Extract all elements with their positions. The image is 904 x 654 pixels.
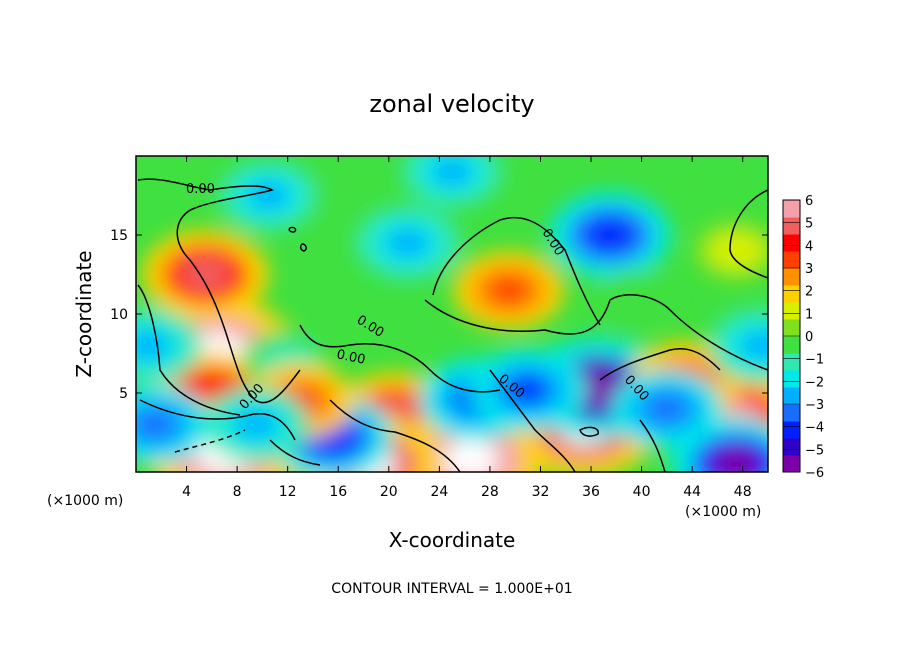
colorbar-swatch xyxy=(783,200,800,218)
contour-line xyxy=(639,419,666,472)
colorbar: 6 5 4 3 2 1 0 −1 −2 −3 −4 −5 −6 xyxy=(782,194,824,481)
field-blob-core xyxy=(741,331,768,360)
field-blob-core xyxy=(136,409,176,440)
colorbar-label: −4 xyxy=(805,421,824,436)
colorbar-label: 2 xyxy=(805,285,813,300)
x-tick-label: 16 xyxy=(329,484,347,500)
colorbar-label: −3 xyxy=(805,398,824,413)
colorbar-swatch xyxy=(783,421,800,439)
field-blob-core xyxy=(711,446,762,472)
contour-line xyxy=(729,189,768,279)
colorbar-swatch xyxy=(783,387,800,405)
contour-line xyxy=(137,284,241,416)
contour-line xyxy=(288,226,297,233)
colorbar-swatch xyxy=(783,370,800,388)
colorbar-swatch xyxy=(783,251,800,269)
y-tick-label: 10 xyxy=(110,307,128,323)
colorbar-swatch xyxy=(783,285,800,303)
y-axis: 5 10 15 xyxy=(110,228,768,402)
x-tick-label: 44 xyxy=(683,484,701,500)
x-axis: 4 8 12 16 20 24 28 32 36 40 44 48 xyxy=(182,156,752,500)
colorbar-label: 1 xyxy=(805,307,813,322)
field-blob-core xyxy=(136,331,169,360)
colorbar-swatch xyxy=(783,268,800,286)
colorbar-swatch xyxy=(783,336,800,354)
contour-line xyxy=(269,439,321,466)
field-blob-core xyxy=(720,239,753,263)
field-blob-core xyxy=(587,218,633,252)
x-axis-label: X-coordinate xyxy=(389,528,516,552)
colorbar-label: 4 xyxy=(805,239,813,254)
contour-interval-note: CONTOUR INTERVAL = 1.000E+01 xyxy=(331,581,572,597)
colorbar-swatch xyxy=(783,404,800,422)
contour-line xyxy=(599,348,721,381)
contour-line xyxy=(299,243,307,252)
velocity-field xyxy=(136,156,768,472)
x-tick-label: 12 xyxy=(279,484,297,500)
x-tick-label: 8 xyxy=(233,484,242,500)
colorbar-label: 6 xyxy=(805,194,813,209)
field-blob-core xyxy=(387,228,428,258)
x-tick-label: 20 xyxy=(380,484,398,500)
y-tick-label: 15 xyxy=(110,228,128,244)
colorbar-swatch xyxy=(783,302,800,320)
colorbar-label: 5 xyxy=(805,217,813,232)
contour-line xyxy=(424,294,768,371)
y-tick-label: 5 xyxy=(119,386,128,402)
colorbar-label: −1 xyxy=(805,353,824,368)
contour-label: 0.00 xyxy=(186,182,215,197)
colorbar-swatch xyxy=(783,438,800,456)
field-blob-core xyxy=(506,374,550,406)
x-unit-right: (×1000 m) xyxy=(685,504,761,520)
field-blob-core xyxy=(433,158,471,186)
field-blob-core xyxy=(249,182,288,209)
chart-title: zonal velocity xyxy=(369,90,534,118)
colorbar-swatch xyxy=(783,455,800,473)
colorbar-label: 3 xyxy=(805,262,813,277)
contour-line xyxy=(137,178,301,404)
contour-line xyxy=(299,324,501,393)
x-tick-label: 40 xyxy=(633,484,651,500)
contour-line xyxy=(432,216,601,326)
plot-area: 0.00 0.00 0.00 0.00 0.00 0.00 0.00 xyxy=(136,156,768,472)
x-unit-left: (×1000 m) xyxy=(47,493,123,509)
x-tick-label: 48 xyxy=(734,484,752,500)
x-tick-label: 4 xyxy=(182,484,191,500)
contour-line xyxy=(489,369,576,472)
colorbar-label: 0 xyxy=(805,330,813,345)
contour-line xyxy=(579,426,599,437)
field-blob-core xyxy=(443,439,499,472)
x-tick-label: 28 xyxy=(481,484,499,500)
colorbar-label: −5 xyxy=(805,443,824,458)
zero-contours xyxy=(137,178,768,472)
y-axis-label: Z-coordinate xyxy=(72,250,96,377)
contour-label: 0.00 xyxy=(335,347,366,368)
colorbar-swatch xyxy=(783,217,800,235)
x-tick-label: 24 xyxy=(430,484,448,500)
field-blob-core xyxy=(236,410,276,439)
colorbar-label: −2 xyxy=(805,375,824,390)
colorbar-label: −6 xyxy=(805,466,824,481)
field-blob-core xyxy=(488,275,530,306)
x-tick-label: 36 xyxy=(582,484,600,500)
field-blob-core xyxy=(620,287,651,309)
contour-line xyxy=(329,399,461,472)
colorbar-swatch xyxy=(783,353,800,371)
contour-line xyxy=(139,399,296,441)
colorbar-swatch xyxy=(783,319,800,337)
field-blob-core xyxy=(646,393,688,424)
contour-line xyxy=(174,429,246,453)
x-tick-label: 32 xyxy=(532,484,550,500)
colorbar-swatch xyxy=(783,234,800,252)
field-blob-core xyxy=(181,257,230,292)
